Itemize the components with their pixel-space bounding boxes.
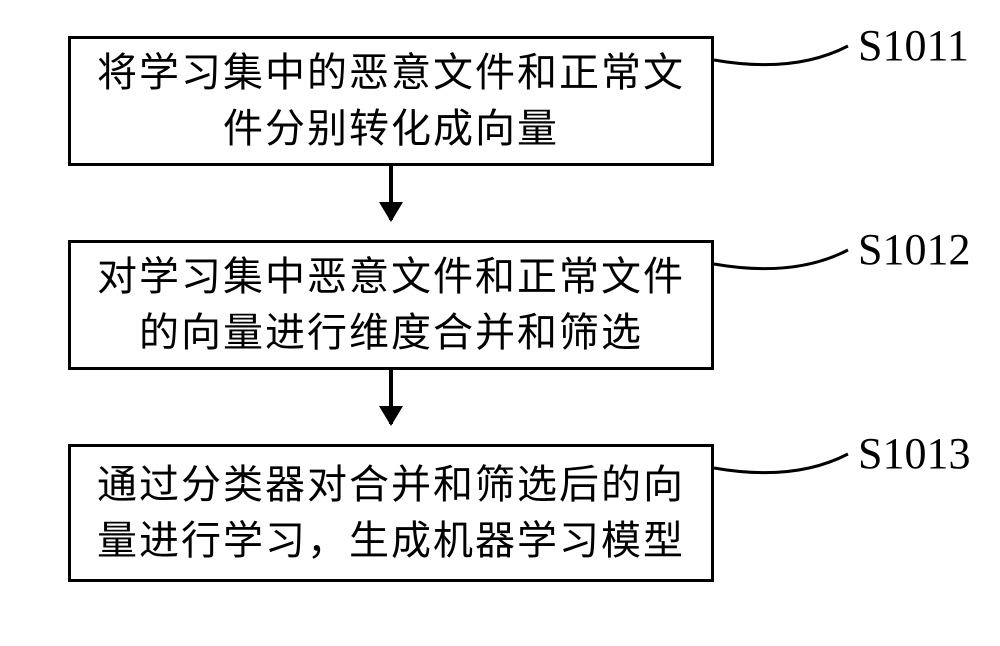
step-box-s1013: 通过分类器对合并和筛选后的向 量进行学习，生成机器学习模型: [68, 444, 714, 582]
flowchart: 将学习集中的恶意文件和正常文 件分别转化成向量 S1011 对学习集中恶意文件和…: [0, 0, 1000, 646]
arrow-s1012-s1013: [389, 370, 393, 424]
step-text-s1011: 将学习集中的恶意文件和正常文 件分别转化成向量: [81, 37, 701, 165]
step-box-s1011: 将学习集中的恶意文件和正常文 件分别转化成向量: [68, 36, 714, 166]
step-line1-s1011: 将学习集中的恶意文件和正常文: [97, 50, 685, 95]
connector-s1013: [714, 454, 858, 484]
step-line1-s1012: 对学习集中恶意文件和正常文件: [97, 254, 685, 299]
connector-s1012: [714, 250, 858, 280]
step-label-s1012: S1012: [858, 224, 970, 275]
step-label-s1013: S1013: [858, 428, 970, 479]
step-text-s1013: 通过分类器对合并和筛选后的向 量进行学习，生成机器学习模型: [81, 449, 701, 577]
arrow-s1011-s1012: [389, 166, 393, 220]
step-line2-s1013: 量进行学习，生成机器学习模型: [97, 518, 685, 563]
step-box-s1012: 对学习集中恶意文件和正常文件 的向量进行维度合并和筛选: [68, 240, 714, 370]
step-line1-s1013: 通过分类器对合并和筛选后的向: [97, 462, 685, 507]
step-text-s1012: 对学习集中恶意文件和正常文件 的向量进行维度合并和筛选: [81, 241, 701, 369]
step-label-s1011: S1011: [858, 20, 969, 71]
step-line2-s1011: 件分别转化成向量: [223, 106, 559, 151]
connector-s1011: [714, 46, 858, 76]
step-line2-s1012: 的向量进行维度合并和筛选: [139, 310, 643, 355]
